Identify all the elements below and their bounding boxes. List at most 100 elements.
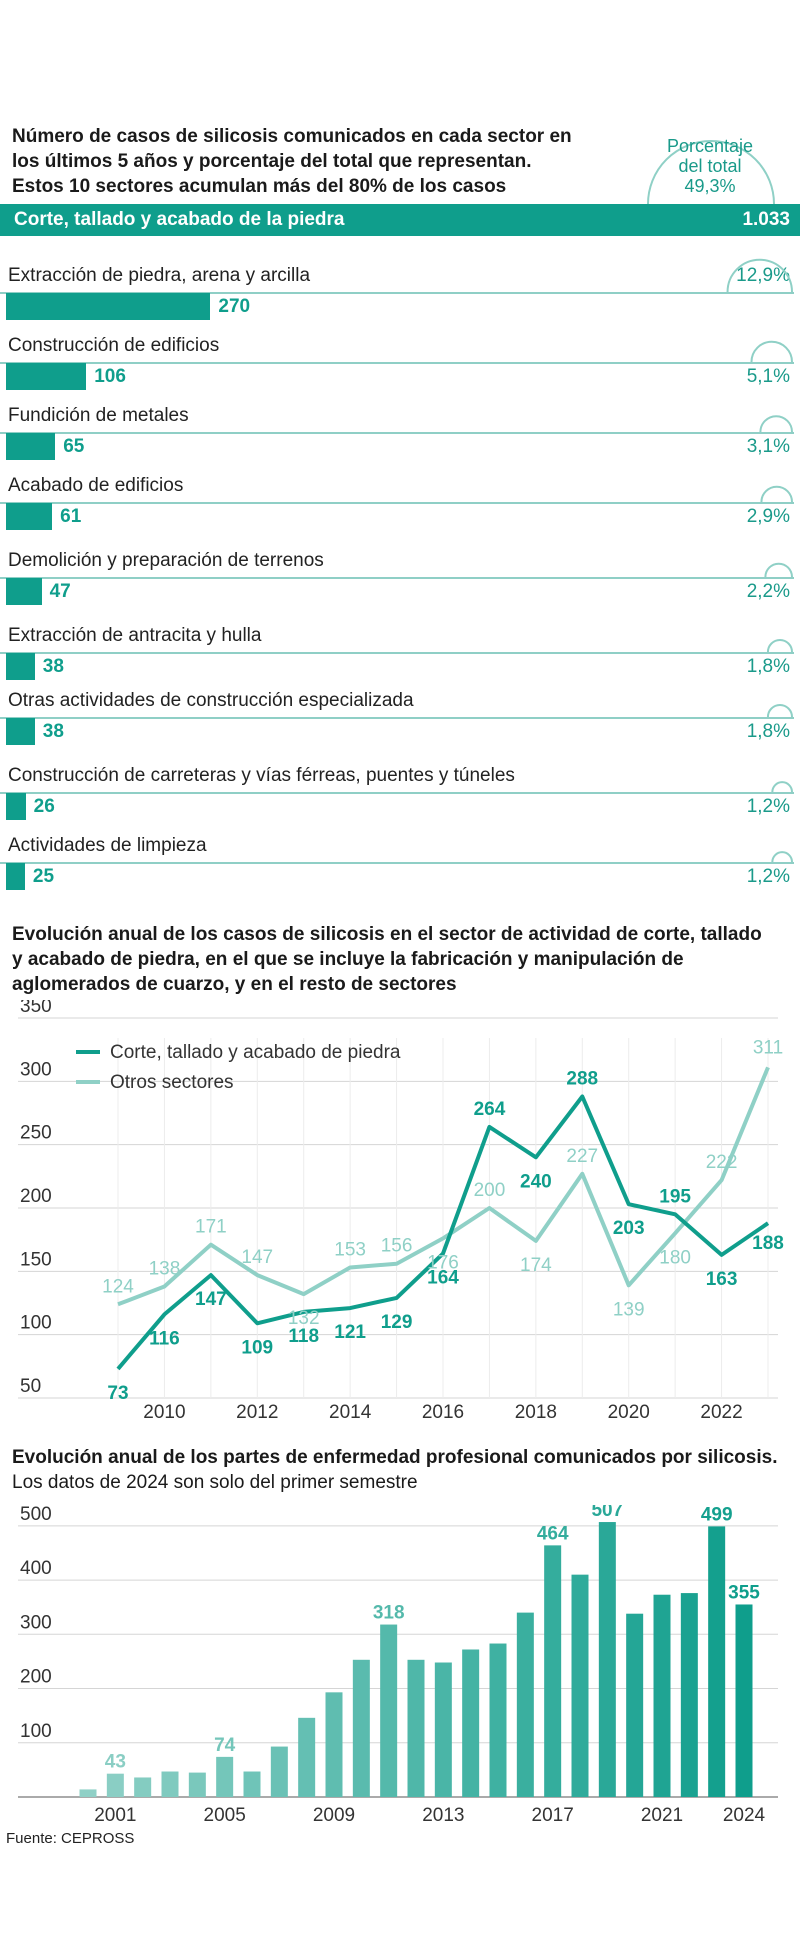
y-tick-label: 350 — [20, 1000, 52, 1017]
sector-label: Extracción de antracita y hulla — [8, 625, 262, 646]
sector-percent: 2,9% — [746, 506, 790, 527]
percentage-header-line: Porcentaje — [666, 136, 754, 156]
percentage-arc — [760, 485, 793, 503]
sector-divider — [0, 292, 794, 294]
x-tick-label: 2021 — [641, 1805, 683, 1825]
x-tick-label: 2001 — [94, 1805, 136, 1825]
percentage-arc — [759, 415, 793, 433]
x-tick-label: 2022 — [700, 1402, 742, 1423]
sector-bar — [6, 578, 42, 605]
y-tick-label: 300 — [20, 1059, 52, 1080]
x-tick-label: 2018 — [515, 1402, 557, 1423]
bar — [434, 1662, 452, 1797]
sector-label: Demolición y preparación de terrenos — [8, 550, 324, 571]
bar — [407, 1659, 425, 1797]
line-title-line: y acabado de piedra, en el que se incluy… — [12, 949, 684, 970]
sector-value: 61 — [60, 506, 82, 527]
data-label-otros: 222 — [706, 1152, 738, 1173]
sector-percent: 1,2% — [746, 796, 790, 817]
sector-percent: 12,9% — [736, 265, 790, 286]
data-label-otros: 200 — [474, 1180, 506, 1201]
bar — [325, 1692, 343, 1797]
line-title-line: aglomerados de cuarzo, y en el resto de … — [12, 974, 457, 995]
y-tick-label: 300 — [20, 1612, 52, 1633]
source-note: Fuente: CEPROSS — [6, 1830, 135, 1847]
data-label-otros: 139 — [613, 1299, 645, 1320]
data-label-corte: 288 — [566, 1069, 598, 1090]
sector-bar — [6, 718, 35, 745]
bar — [298, 1717, 316, 1797]
data-label-otros: 311 — [753, 1037, 783, 1058]
bar-value-label: 464 — [537, 1523, 569, 1544]
sector-label: Construcción de carreteras y vías férrea… — [8, 765, 515, 786]
sector-label: Extracción de piedra, arena y arcilla — [8, 265, 311, 286]
sector-percent: 3,1% — [746, 436, 790, 457]
sector-chart-title: Número de casos de silicosis comunicados… — [12, 124, 632, 199]
sector-title-line: Número de casos de silicosis comunicados… — [12, 126, 572, 147]
bar — [380, 1624, 398, 1797]
sector-bar — [6, 793, 26, 820]
line-chart: 50 100 150 200 250 300 350 2010 2012 2014 2016 2018… — [18, 1000, 784, 1423]
series-line-otros — [117, 1066, 770, 1307]
sector-label: Actividades de limpieza — [8, 835, 207, 856]
sector-cases-chart: Número de casos de silicosis comunicados… — [0, 0, 800, 905]
sector-value: 38 — [42, 721, 64, 742]
bar — [106, 1773, 124, 1797]
series-line-corte — [116, 1094, 770, 1371]
sector-divider — [0, 502, 794, 504]
bar-value-label: 507 — [591, 1505, 623, 1521]
percentage-arc — [766, 703, 793, 718]
x-tick-label: 2010 — [143, 1402, 185, 1423]
data-label-corte: 195 — [659, 1186, 691, 1207]
data-label-otros: 227 — [566, 1146, 598, 1167]
bar — [735, 1604, 753, 1797]
sector-divider — [0, 577, 794, 579]
data-label-otros: 176 — [427, 1252, 459, 1273]
y-tick-label: 100 — [20, 1721, 52, 1742]
legend-label: Corte, tallado y acabado de piedra — [110, 1042, 401, 1063]
sector-bar — [6, 293, 211, 320]
data-label-corte: 147 — [195, 1289, 227, 1310]
data-label-corte: 164 — [427, 1268, 459, 1289]
top-sector-value: 1.033 — [742, 209, 790, 230]
line-title-line: Evolución anual de los casos de silicosi… — [12, 924, 762, 945]
data-label-otros: 147 — [241, 1247, 273, 1268]
y-tick-label: 200 — [20, 1667, 52, 1688]
sector-value: 270 — [218, 296, 251, 317]
sector-bar — [6, 863, 25, 890]
bar-chart: 100 200 300 400 500 43 74 318 464 507 499 355 2001 20… — [18, 1505, 778, 1825]
bar-value-label: 318 — [373, 1603, 405, 1624]
y-tick-label: 250 — [20, 1123, 52, 1144]
bar — [626, 1613, 644, 1797]
percentage-arc — [764, 562, 793, 578]
x-tick-label: 2009 — [313, 1805, 355, 1825]
bar — [708, 1526, 726, 1797]
sector-label: Acabado de edificios — [8, 475, 184, 496]
y-tick-label: 150 — [20, 1249, 52, 1270]
data-label-otros: 171 — [195, 1217, 227, 1238]
sector-value: 106 — [94, 366, 126, 387]
y-tick-label: 500 — [20, 1505, 52, 1525]
sector-divider — [0, 792, 794, 794]
data-label-otros: 132 — [288, 1308, 320, 1329]
sector-percent: 1,2% — [746, 866, 790, 887]
x-tick-label: 2017 — [532, 1805, 574, 1825]
data-label-corte: 264 — [474, 1099, 506, 1120]
data-label-otros: 138 — [149, 1259, 181, 1280]
sector-label: Fundición de metales — [8, 405, 189, 426]
y-tick-label: 400 — [20, 1558, 52, 1579]
bar-title-note: Los datos de 2024 son solo del primer se… — [12, 1472, 418, 1493]
sector-divider — [0, 362, 794, 364]
sector-divider — [0, 862, 794, 864]
bar — [598, 1522, 616, 1797]
bar — [489, 1643, 507, 1797]
sector-percent: 1,8% — [746, 656, 790, 677]
bar-value-label: 355 — [728, 1582, 760, 1603]
data-label-otros: 156 — [381, 1236, 413, 1257]
bar — [516, 1612, 534, 1797]
data-label-corte: 240 — [520, 1171, 552, 1192]
sector-value: 47 — [49, 581, 71, 602]
sector-bar — [6, 503, 53, 530]
bar — [270, 1746, 288, 1797]
percentage-arc — [771, 851, 793, 863]
